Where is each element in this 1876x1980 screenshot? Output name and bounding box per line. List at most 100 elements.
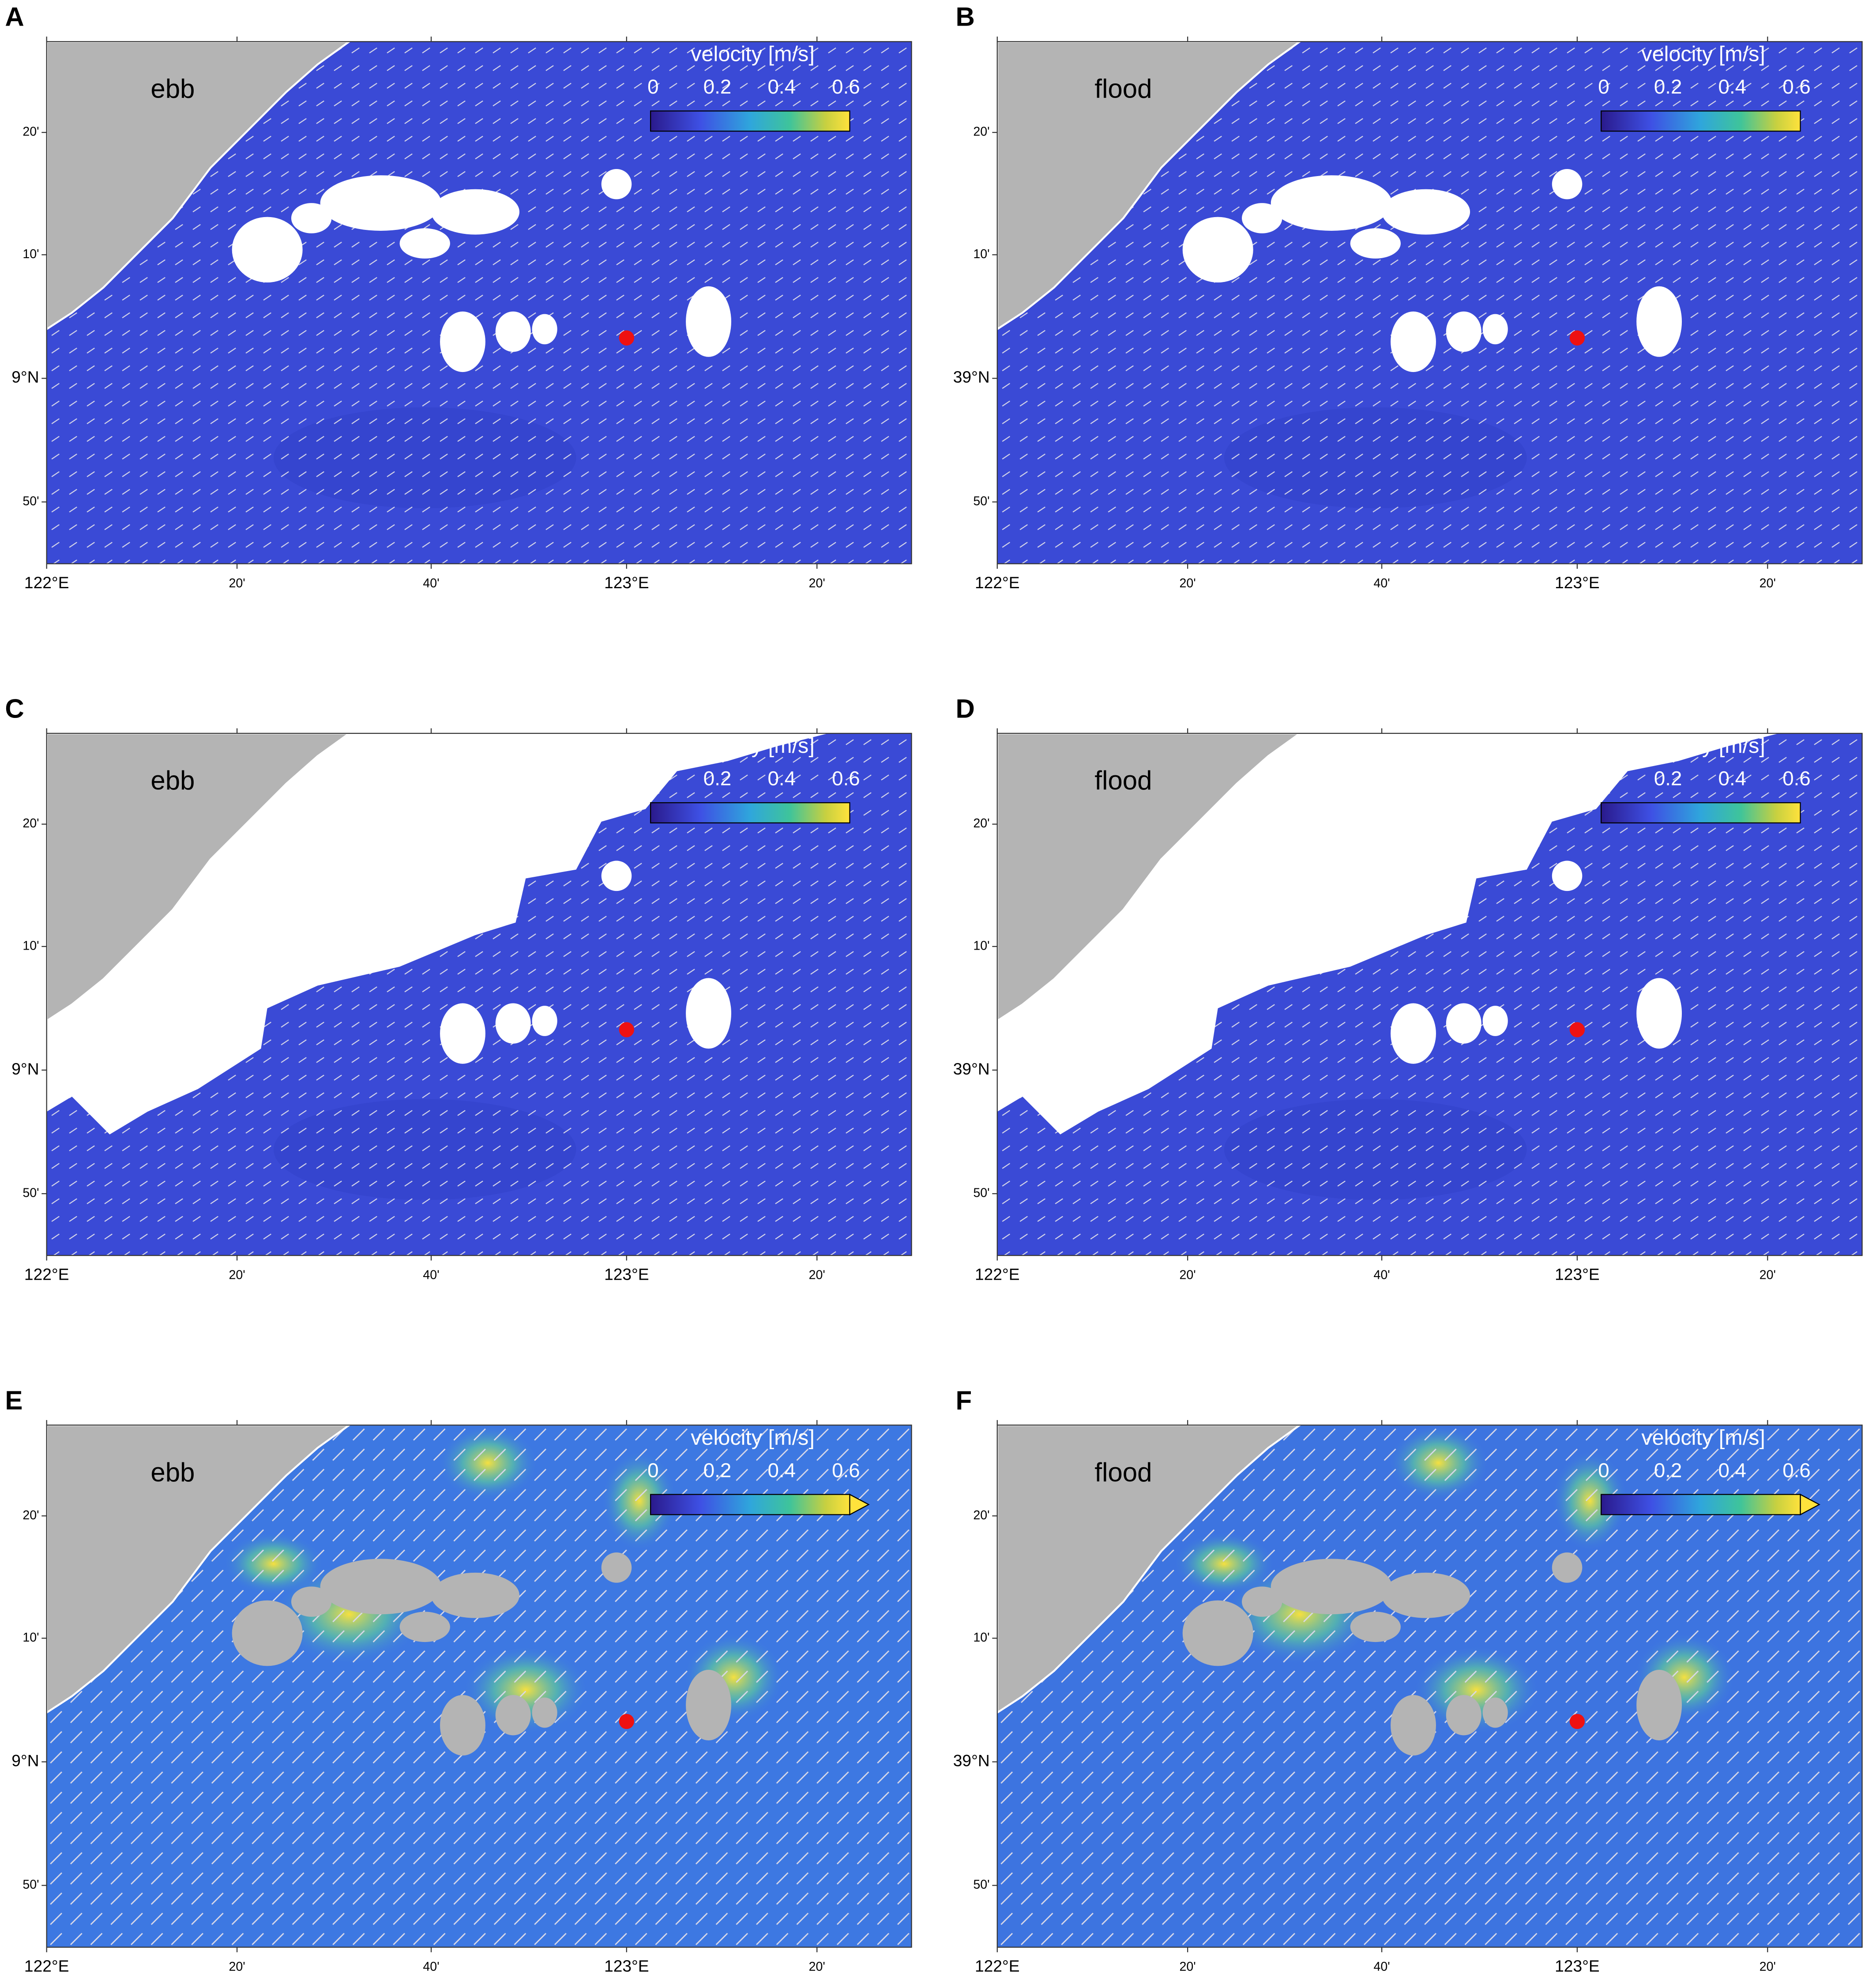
masked-coast bbox=[46, 733, 828, 1135]
colorbar bbox=[650, 802, 850, 823]
y-tick-label: 50' bbox=[973, 494, 989, 508]
island bbox=[440, 1695, 485, 1756]
island bbox=[1636, 978, 1682, 1049]
island bbox=[1182, 1600, 1253, 1666]
colorbar bbox=[650, 110, 850, 132]
map: ebb velocity [m/s] 0 0.2 0.4 0.6 122°E 20' 40' 12… bbox=[11, 1420, 912, 1975]
island bbox=[1552, 860, 1583, 891]
panel-letter: E bbox=[5, 1386, 23, 1415]
island bbox=[431, 1572, 520, 1618]
phase-label: ebb bbox=[150, 1458, 195, 1487]
island bbox=[1552, 169, 1583, 199]
land bbox=[45, 732, 352, 1023]
map: ebb velocity [m/s] 0 0.2 0.4 0.6 122°E 20' 40' 12… bbox=[11, 728, 912, 1284]
y-tick-label: 10' bbox=[973, 1631, 989, 1645]
island bbox=[1350, 1612, 1401, 1642]
x-tick-label: 122°E bbox=[975, 1265, 1020, 1284]
x-tick-label: 40' bbox=[1373, 1268, 1390, 1282]
station bbox=[619, 1713, 634, 1729]
island bbox=[1482, 1697, 1508, 1728]
y-tick-label: 50' bbox=[973, 1186, 989, 1200]
island bbox=[686, 978, 731, 1049]
phase-label: flood bbox=[1094, 74, 1152, 104]
panel-letter: C bbox=[5, 694, 24, 723]
panel-letter: F bbox=[955, 1386, 972, 1415]
x-tick-label: 123°E bbox=[1555, 1265, 1600, 1284]
colorbar-title: velocity [m/s] bbox=[691, 42, 815, 66]
colorbar-tick-label: 0.2 bbox=[1654, 767, 1682, 790]
island bbox=[1391, 311, 1436, 372]
x-tick-label: 40' bbox=[1373, 1960, 1390, 1974]
y-tick-label: 39°N bbox=[953, 368, 990, 386]
colorbar bbox=[1601, 110, 1801, 132]
colorbar-title: velocity [m/s] bbox=[691, 1426, 815, 1450]
island bbox=[1242, 1586, 1282, 1617]
station bbox=[619, 330, 634, 346]
x-tick-label: 40' bbox=[423, 576, 439, 590]
colorbar-tick-label: 0.6 bbox=[1782, 1459, 1811, 1481]
map-frame bbox=[46, 733, 912, 1256]
x-tick-label: 20' bbox=[1759, 576, 1776, 590]
x-tick-label: 20' bbox=[1759, 1268, 1776, 1282]
island bbox=[1242, 203, 1282, 233]
station bbox=[1569, 330, 1585, 346]
island bbox=[1482, 314, 1508, 345]
land bbox=[996, 1424, 1303, 1715]
island bbox=[440, 1003, 485, 1064]
x-tick-label: 20' bbox=[1180, 1960, 1196, 1974]
map-frame bbox=[46, 41, 912, 564]
y-tick-label: 20' bbox=[23, 1508, 39, 1522]
island bbox=[232, 217, 303, 283]
colorbar-title: velocity [m/s] bbox=[691, 734, 815, 758]
x-tick-label: 20' bbox=[1180, 1268, 1196, 1282]
y-tick-label: 10' bbox=[23, 1631, 39, 1645]
colorbar-tick-label: 0.6 bbox=[832, 75, 860, 98]
colorbar-tick-label: 0.6 bbox=[1782, 75, 1811, 98]
map-frame bbox=[46, 1424, 912, 1948]
island bbox=[440, 311, 485, 372]
y-tick-label: 20' bbox=[23, 816, 39, 830]
colorbar-title: velocity [m/s] bbox=[1641, 1426, 1765, 1450]
island bbox=[532, 1006, 557, 1036]
island bbox=[1182, 217, 1253, 283]
colorbar-tick-label: 0 bbox=[647, 767, 658, 790]
x-tick-label: 20' bbox=[229, 1960, 245, 1974]
island bbox=[1446, 311, 1481, 352]
phase-label: flood bbox=[1094, 1458, 1152, 1487]
station bbox=[1569, 1713, 1585, 1729]
island bbox=[291, 203, 332, 233]
colorbar-tick-label: 0.2 bbox=[1654, 1459, 1682, 1481]
island bbox=[291, 1586, 332, 1617]
x-tick-label: 20' bbox=[1759, 1960, 1776, 1974]
colorbar-title: velocity [m/s] bbox=[1641, 42, 1765, 66]
colorbar-tick-label: 0.2 bbox=[703, 767, 732, 790]
station bbox=[1569, 1022, 1585, 1037]
land bbox=[45, 41, 352, 331]
island bbox=[399, 1612, 450, 1642]
island bbox=[601, 169, 632, 199]
panel-letter: D bbox=[955, 694, 974, 723]
x-tick-label: 20' bbox=[229, 1268, 245, 1282]
colorbar-tick-label: 0.4 bbox=[767, 75, 796, 98]
land bbox=[996, 41, 1303, 331]
island bbox=[1382, 1572, 1470, 1618]
x-tick-label: 20' bbox=[809, 1960, 825, 1974]
phase-label: ebb bbox=[150, 74, 195, 104]
island bbox=[431, 189, 520, 235]
island bbox=[1271, 1559, 1392, 1615]
map: flood velocity [m/s] 0 0.2 0.4 0.6 122°E 20' 40'… bbox=[953, 36, 1863, 592]
x-tick-label: 20' bbox=[809, 576, 825, 590]
island bbox=[1446, 1695, 1481, 1736]
y-tick-label: 50' bbox=[23, 1186, 39, 1200]
station bbox=[619, 1022, 634, 1037]
y-tick-label: 50' bbox=[973, 1878, 989, 1892]
colorbar-tick-label: 0.4 bbox=[1718, 75, 1747, 98]
colorbar-tick-label: 0.2 bbox=[703, 75, 732, 98]
x-tick-label: 122°E bbox=[24, 1265, 69, 1284]
x-tick-label: 123°E bbox=[1555, 1957, 1600, 1975]
island bbox=[320, 1559, 441, 1615]
y-tick-label: 9°N bbox=[11, 368, 39, 386]
